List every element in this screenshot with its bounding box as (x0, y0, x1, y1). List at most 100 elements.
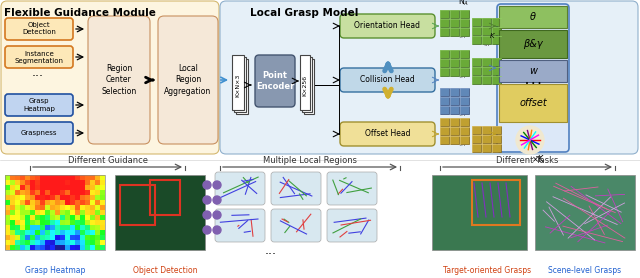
Text: ...: ... (484, 41, 490, 47)
Text: K: K (490, 33, 495, 39)
Bar (482, 144, 491, 152)
Bar (440, 88, 449, 96)
Bar (450, 118, 459, 126)
Text: K×N×3: K×N×3 (236, 73, 241, 97)
Bar (472, 180, 520, 225)
Bar (492, 27, 501, 35)
Bar (482, 67, 491, 75)
Text: ...: ... (458, 71, 466, 81)
Bar (460, 136, 469, 144)
Bar (440, 97, 449, 105)
Bar (450, 88, 459, 96)
FancyBboxPatch shape (340, 68, 435, 92)
Bar (440, 59, 449, 67)
Text: β&γ: β&γ (523, 39, 543, 49)
Bar (440, 136, 449, 144)
Text: Scene-level Grasps: Scene-level Grasps (548, 266, 621, 275)
Text: Grasp Heatmap: Grasp Heatmap (25, 266, 85, 275)
Bar (440, 10, 449, 18)
Bar (440, 50, 449, 58)
FancyBboxPatch shape (5, 94, 73, 116)
Bar (150, 180, 180, 215)
Text: Multiple Local Regions: Multiple Local Regions (263, 156, 357, 165)
Bar (115, 175, 205, 250)
Bar (450, 50, 459, 58)
Bar (499, 60, 567, 82)
Bar (450, 19, 459, 27)
Text: Offset Head: Offset Head (365, 130, 410, 138)
Bar (460, 68, 469, 76)
Text: ...: ... (32, 66, 44, 78)
Bar (304, 59, 314, 114)
Bar (492, 58, 501, 66)
Text: Region
Center
Selection: Region Center Selection (101, 64, 136, 96)
Bar (492, 135, 501, 143)
Bar (492, 18, 501, 26)
Bar (499, 30, 567, 58)
Text: Grasp
Heatmap: Grasp Heatmap (23, 98, 55, 111)
Text: θ: θ (530, 12, 536, 22)
Bar (432, 175, 527, 250)
Bar (450, 106, 459, 114)
Circle shape (203, 211, 211, 219)
Text: K×256: K×256 (303, 75, 307, 96)
Bar (472, 27, 481, 35)
Text: Different Guidance: Different Guidance (67, 156, 147, 165)
FancyBboxPatch shape (327, 209, 377, 242)
Bar (440, 28, 449, 36)
Bar (472, 144, 481, 152)
Bar (535, 175, 635, 250)
FancyBboxPatch shape (5, 46, 73, 68)
Text: Instance
Segmentation: Instance Segmentation (15, 51, 63, 63)
Text: ...: ... (458, 140, 466, 148)
Bar (120, 185, 155, 225)
Bar (472, 76, 481, 84)
FancyBboxPatch shape (158, 16, 218, 144)
Bar (472, 18, 481, 26)
Text: Point
Encoder: Point Encoder (256, 71, 294, 91)
Circle shape (203, 181, 211, 189)
Bar (440, 118, 449, 126)
FancyBboxPatch shape (255, 55, 295, 107)
Bar (302, 57, 312, 112)
Bar (460, 88, 469, 96)
Bar (472, 67, 481, 75)
Bar (482, 18, 491, 26)
Text: N$_A$: N$_A$ (527, 0, 539, 3)
FancyBboxPatch shape (1, 1, 219, 154)
FancyBboxPatch shape (5, 122, 73, 144)
Bar (450, 136, 459, 144)
Text: ...: ... (458, 110, 466, 118)
Text: w: w (529, 66, 537, 76)
FancyBboxPatch shape (215, 209, 265, 242)
Bar (460, 118, 469, 126)
Text: • • •: • • • (525, 81, 541, 87)
Bar (492, 144, 501, 152)
Text: Orientation Head: Orientation Head (355, 21, 420, 31)
FancyBboxPatch shape (220, 1, 638, 154)
Bar (499, 6, 567, 28)
Bar (234, 57, 246, 112)
Bar (492, 76, 501, 84)
Bar (450, 127, 459, 135)
Text: Graspness: Graspness (20, 130, 57, 136)
FancyBboxPatch shape (327, 172, 377, 205)
Circle shape (203, 196, 211, 204)
Text: N$_A$: N$_A$ (458, 0, 470, 8)
Bar (460, 50, 469, 58)
Bar (460, 106, 469, 114)
Text: ...: ... (458, 31, 466, 41)
Bar (460, 19, 469, 27)
Bar (472, 126, 481, 134)
FancyBboxPatch shape (215, 172, 265, 205)
Bar (492, 67, 501, 75)
Bar (236, 59, 248, 114)
Bar (482, 58, 491, 66)
Bar (472, 36, 481, 44)
Bar (450, 28, 459, 36)
Bar (440, 68, 449, 76)
Bar (460, 28, 469, 36)
Bar (482, 126, 491, 134)
Text: Collision Head: Collision Head (360, 76, 415, 85)
Bar (5, 175, 105, 250)
